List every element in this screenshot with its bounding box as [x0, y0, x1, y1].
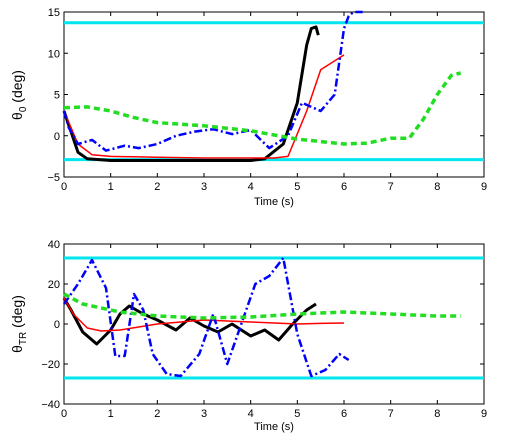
y-axis-label: θTR (deg) [9, 295, 29, 353]
y-tick-label: 15 [48, 7, 60, 19]
y-tick-label: 5 [54, 90, 60, 102]
series-group [62, 256, 461, 378]
x-tick-label: 5 [294, 181, 300, 193]
y-axis-label-main: θ [9, 112, 25, 120]
y-axis-label-main: θ [9, 345, 25, 353]
series-line-4 [63, 292, 461, 320]
series-line-1 [62, 25, 320, 162]
x-ticks: 0 1 2 3 4 5 6 7 8 9 [61, 244, 487, 420]
x-tick-label: 6 [341, 408, 347, 420]
y-tick-label: 0 [54, 319, 60, 331]
x-tick-label: 2 [154, 408, 160, 420]
x-tick-label: 8 [434, 181, 440, 193]
x-tick-label: 7 [388, 408, 394, 420]
x-tick-label: 0 [61, 408, 67, 420]
x-tick-label: 1 [108, 408, 114, 420]
y-tick-label: 10 [48, 48, 60, 60]
x-tick-label: 2 [154, 181, 160, 193]
series-line-2 [63, 297, 345, 332]
x-tick-label: 4 [248, 181, 254, 193]
y-axis-label-unit: (deg) [9, 70, 25, 107]
y-tick-label: 20 [48, 279, 60, 291]
plot-frame [63, 243, 485, 405]
plot-area [62, 243, 485, 405]
y-axis-label: θ0 (deg) [9, 70, 29, 120]
series-line-3 [62, 10, 363, 152]
series-line-1 [62, 297, 317, 346]
x-tick-label: 8 [434, 408, 440, 420]
y-ticks: −40 −20 0 20 40 [41, 239, 484, 411]
series-group [62, 10, 462, 162]
x-tick-label: 1 [108, 181, 114, 193]
y-tick-label: −20 [41, 359, 60, 371]
x-tick-label: 9 [481, 408, 487, 420]
x-axis-label: Time (s) [254, 196, 294, 208]
series-line-3 [62, 256, 350, 378]
chart-thetaTR: 0 1 2 3 4 5 6 7 8 9 −40 −20 0 20 40 Time (s) θTR (deg… [9, 239, 487, 433]
series-line-2 [63, 54, 345, 159]
y-axis-label-subscript: TR [18, 332, 29, 345]
y-axis-label-unit: (deg) [9, 295, 25, 332]
x-tick-label: 3 [201, 181, 207, 193]
x-tick-label: 6 [341, 181, 347, 193]
x-ticks: 0 1 2 3 4 5 6 7 8 9 [61, 12, 487, 193]
y-axis-label-subscript: 0 [18, 106, 29, 112]
y-tick-label: −40 [41, 399, 60, 411]
x-axis-label: Time (s) [254, 421, 294, 433]
x-tick-label: 0 [61, 181, 67, 193]
y-tick-label: −5 [47, 172, 60, 184]
bound-lines [64, 256, 484, 380]
x-tick-label: 7 [388, 181, 394, 193]
x-tick-label: 3 [201, 408, 207, 420]
y-tick-label: 40 [48, 239, 60, 251]
x-tick-label: 9 [481, 181, 487, 193]
plot-area [62, 10, 485, 178]
y-ticks: −5 0 5 10 15 [47, 7, 484, 184]
x-tick-label: 4 [248, 408, 254, 420]
y-tick-label: 0 [54, 131, 60, 143]
x-tick-label: 5 [294, 408, 300, 420]
